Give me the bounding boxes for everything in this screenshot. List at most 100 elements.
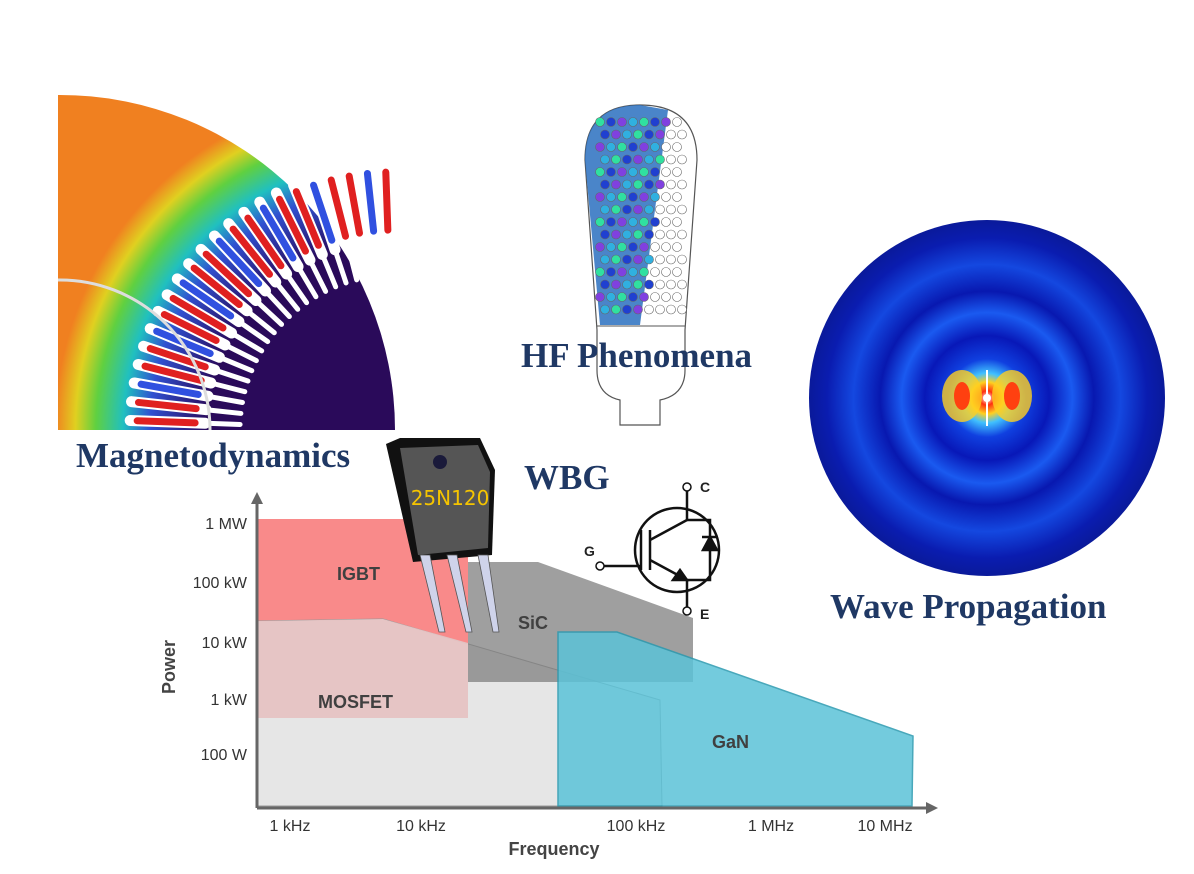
gate-label: G <box>584 543 595 559</box>
conductor-strand <box>600 154 610 165</box>
conductor-strand <box>644 179 654 190</box>
conductor-strand <box>606 167 616 177</box>
conductor-strand <box>666 204 676 215</box>
motor-slot <box>134 398 200 413</box>
label-gan: GaN <box>712 732 749 752</box>
conductor-strand <box>617 167 627 177</box>
conductor-strand <box>633 154 643 165</box>
conductor-strand <box>672 117 682 127</box>
conductor-strand <box>611 179 621 190</box>
motor-slot <box>309 262 329 294</box>
conductor-strand <box>595 217 605 227</box>
conductor-strand <box>677 179 687 190</box>
y-axis-label: Power <box>159 640 179 694</box>
motor-slot <box>190 264 243 309</box>
conductor-strand <box>661 292 671 302</box>
conductor-strand <box>606 117 616 127</box>
motor-slot <box>259 204 297 262</box>
conductor-strand <box>650 217 660 227</box>
motor-slot <box>133 417 199 427</box>
title-magnetodynamics: Magnetodynamics <box>76 436 351 475</box>
conductor-strand <box>633 129 643 140</box>
y-tick: 1 MW <box>205 516 248 533</box>
conductor-strand <box>661 117 671 127</box>
conductor-strand <box>677 229 687 240</box>
conductor-strand <box>622 304 632 315</box>
y-tick: 100 kW <box>193 575 248 592</box>
motor-slot <box>346 248 360 283</box>
conductor-strand <box>672 267 682 277</box>
conductor-strand <box>595 242 605 252</box>
conductor-strand <box>611 229 621 240</box>
conductor-strand <box>611 279 621 290</box>
label-sic: SiC <box>518 613 548 633</box>
motor-slot <box>208 407 244 416</box>
conductor-strand <box>617 117 627 127</box>
motor-slot <box>382 168 392 234</box>
motor-slot <box>345 172 363 237</box>
power-frequency-chart: IGBT MOSFET SiC GaN 1 MW 100 kW 10 kW 1 … <box>159 492 938 859</box>
conductor-strand <box>650 292 660 302</box>
conductor-strand <box>639 142 649 152</box>
conductor-strand <box>595 267 605 277</box>
conductor-strand <box>644 279 654 290</box>
motor-slot <box>276 283 301 312</box>
motor-slot <box>141 362 205 385</box>
conductor-strand <box>644 254 654 265</box>
conductor-strand <box>650 142 660 152</box>
conductor-strand <box>655 179 665 190</box>
conductor-strand <box>633 229 643 240</box>
conductor-strand <box>644 229 654 240</box>
conductor-strand <box>677 254 687 265</box>
conductor-strand <box>606 242 616 252</box>
conductor-strand <box>666 304 676 315</box>
conductor-strand <box>650 242 660 252</box>
conductor-strand <box>595 117 605 127</box>
conductor-strand <box>595 192 605 202</box>
motor-slot <box>233 333 265 354</box>
conductor-strand <box>617 217 627 227</box>
conductor-strand <box>650 117 660 127</box>
motor-slot <box>221 356 255 374</box>
conductor-strand <box>655 304 665 315</box>
conductor-strand <box>622 279 632 290</box>
conductor-strand <box>600 254 610 265</box>
conductor-strand <box>622 129 632 140</box>
transistor-marking: 25N120 <box>411 486 490 510</box>
conductor-strand <box>633 204 643 215</box>
conductor-strand <box>628 117 638 127</box>
conductor-strand <box>595 142 605 152</box>
conductor-strand <box>655 254 665 265</box>
conductor-strand <box>617 292 627 302</box>
x-tick: 1 MHz <box>748 818 794 835</box>
motor-slot <box>276 195 309 255</box>
conductor-strand <box>672 292 682 302</box>
motor-slot <box>210 394 245 405</box>
conductor-strand <box>617 142 627 152</box>
label-igbt: IGBT <box>337 564 380 584</box>
conductor-strand <box>600 204 610 215</box>
motor-field-image <box>57 94 396 431</box>
motor-slot <box>137 380 202 398</box>
conductor-strand <box>655 129 665 140</box>
y-tick: 100 W <box>201 747 248 764</box>
conductor-strand <box>672 242 682 252</box>
x-axis-label: Frequency <box>508 839 599 859</box>
conductor-strand <box>600 129 610 140</box>
conductor-strand <box>655 204 665 215</box>
motor-slot <box>321 256 339 290</box>
conductor-strand <box>661 192 671 202</box>
conductor-strand <box>655 229 665 240</box>
motor-slot <box>359 245 370 280</box>
label-mosfet: MOSFET <box>318 692 393 712</box>
conductor-strand <box>677 204 687 215</box>
conductor-strand <box>617 267 627 277</box>
conductor-strand <box>628 167 638 177</box>
conductor-strand <box>644 204 654 215</box>
conductor-strand <box>628 267 638 277</box>
region-mosfet <box>257 619 468 718</box>
conductor-strand <box>666 129 676 140</box>
motor-slot <box>363 169 378 235</box>
conductor-strand <box>595 292 605 302</box>
